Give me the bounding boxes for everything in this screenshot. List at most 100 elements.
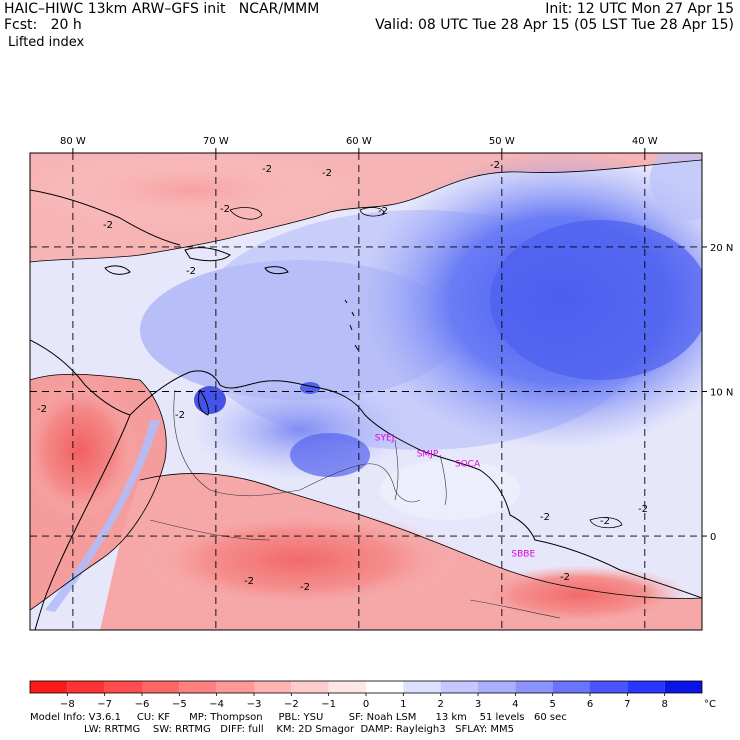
hispaniola-coast bbox=[184, 247, 231, 262]
north-pink-core bbox=[30, 153, 360, 230]
colorbar-swatch bbox=[664, 681, 702, 693]
brazil-state-border bbox=[469, 599, 561, 619]
colorbar-swatch bbox=[254, 681, 292, 693]
lon-tick-label: 40 W bbox=[632, 136, 658, 147]
cuba-coast bbox=[30, 189, 181, 246]
colombia-peru-border bbox=[149, 519, 271, 541]
colorbar-label: 6 bbox=[587, 699, 593, 710]
lat-tick-label: 20 N bbox=[710, 243, 733, 254]
contour-label: -2 bbox=[540, 512, 550, 523]
colorbar-label: 5 bbox=[549, 699, 555, 710]
colorbar-label: 4 bbox=[512, 699, 518, 710]
colorbar-label: 2 bbox=[437, 699, 443, 710]
lesser-antilles bbox=[344, 299, 359, 351]
station-label: SMJP bbox=[417, 450, 439, 460]
contour-value-labels: -2 -2 -2 -2 -2 -2 -2 -2 -2 -2 -2 -2 -2 -2 -2 bbox=[37, 160, 648, 593]
contour-lines bbox=[30, 159, 702, 611]
puerto-rico-coast bbox=[264, 266, 289, 275]
atlantic-deep-core bbox=[490, 220, 702, 380]
colorbar-swatch bbox=[515, 681, 553, 693]
colorbar-label: 7 bbox=[624, 699, 630, 710]
colorbar-label: 8 bbox=[661, 699, 667, 710]
colorbar-swatch bbox=[590, 681, 628, 693]
map-field bbox=[30, 153, 702, 630]
forecast-hour: Fcst: 20 h bbox=[4, 17, 82, 33]
colorbar-swatch bbox=[216, 681, 254, 693]
model-info-line-2: LW: RRTMG SW: RRTMG DIFF: full KM: 2D Sm… bbox=[30, 724, 515, 735]
contour-label: -2 bbox=[262, 164, 272, 175]
west-red-core bbox=[30, 380, 140, 520]
contour-south bbox=[139, 473, 702, 599]
colorbar-swatch bbox=[627, 681, 665, 693]
colorbar-swatch bbox=[478, 681, 516, 693]
field-name: Lifted index bbox=[8, 35, 85, 50]
colorbar-label: −5 bbox=[172, 699, 187, 710]
colorbar-swatch bbox=[30, 681, 68, 693]
contour-label: -2 bbox=[560, 572, 570, 583]
venezuela-brazil-border bbox=[299, 463, 421, 503]
contour-label: -2 bbox=[600, 516, 610, 527]
guyana-blue-core bbox=[290, 433, 370, 477]
lon-tick-label: 80 W bbox=[60, 136, 86, 147]
contour-label: -2 bbox=[378, 206, 388, 217]
graticule bbox=[30, 153, 702, 630]
lake-maracaibo bbox=[197, 388, 209, 416]
colorbar-label: −8 bbox=[60, 699, 75, 710]
contour-label: -2 bbox=[322, 168, 332, 179]
contour-label: -2 bbox=[244, 576, 254, 587]
colorbar-swatch bbox=[552, 681, 590, 693]
colorbar-swatch bbox=[142, 681, 180, 693]
colorbar: −8 −7 −6 −5 −4 −3 −2 −1 0 1 2 3 4 5 6 7 8 °C bbox=[29, 680, 716, 710]
colorbar-label: 0 bbox=[363, 699, 369, 710]
station-label: SYEJ bbox=[375, 434, 395, 444]
contour-label: -2 bbox=[490, 160, 500, 171]
colombia-venezuela-border bbox=[173, 389, 301, 497]
contour-label: -2 bbox=[37, 404, 47, 415]
ne-light-patch bbox=[650, 153, 702, 220]
contour-loop-2 bbox=[359, 207, 385, 217]
contour-loop-3 bbox=[589, 517, 623, 529]
central-america-coast bbox=[30, 339, 131, 416]
contour-label: -2 bbox=[103, 220, 113, 231]
lat-tick-label: 0 bbox=[710, 532, 716, 543]
colorbar-swatch bbox=[328, 681, 366, 693]
colorbar-swatch bbox=[291, 681, 329, 693]
colorbar-label: −2 bbox=[284, 699, 299, 710]
lat-tick-label: 10 N bbox=[710, 388, 733, 399]
lon-tick-label: 60 W bbox=[346, 136, 372, 147]
contour-label: -2 bbox=[300, 582, 310, 593]
lon-tick-label: 70 W bbox=[203, 136, 229, 147]
colorbar-swatch bbox=[366, 681, 404, 693]
contour-label: -2 bbox=[638, 504, 648, 515]
valid-time: Valid: 08 UTC Tue 28 Apr 15 (05 LST Tue … bbox=[375, 17, 734, 33]
model-info-line-1: Model Info: V3.6.1 CU: KF MP: Thompson P… bbox=[30, 712, 567, 723]
lon-tick-label: 50 W bbox=[489, 136, 515, 147]
station-label: SOCA bbox=[455, 460, 481, 470]
country-borders bbox=[149, 389, 561, 619]
station-label: SBBE bbox=[511, 549, 535, 559]
colorbar-label: 1 bbox=[400, 699, 406, 710]
contour-label: -2 bbox=[175, 410, 185, 421]
contour-loop-1 bbox=[229, 207, 263, 220]
colorbar-label: 3 bbox=[475, 699, 481, 710]
guianas-neutral bbox=[380, 460, 520, 520]
colorbar-label: −3 bbox=[247, 699, 262, 710]
contour-label: -2 bbox=[220, 204, 230, 215]
colorbar-unit: °C bbox=[704, 699, 716, 710]
colorbar-swatch bbox=[403, 681, 441, 693]
model-title: HAIC–HIWC 13km ARW–GFS init NCAR/MMM bbox=[4, 1, 320, 17]
guyana-suriname-border bbox=[394, 439, 399, 501]
colorbar-swatch bbox=[104, 681, 142, 693]
southeast-red-core bbox=[470, 565, 690, 625]
suriname-fg-border bbox=[439, 454, 447, 506]
latitude-labels: 20 N 10 N 0 bbox=[702, 243, 733, 543]
colorbar-label: −1 bbox=[321, 699, 336, 710]
colorbar-swatch bbox=[440, 681, 478, 693]
colorbar-swatch bbox=[179, 681, 217, 693]
contour-label: -2 bbox=[186, 266, 196, 277]
colorbar-swatch bbox=[67, 681, 105, 693]
longitude-labels: 80 W 70 W 60 W 50 W 40 W bbox=[60, 136, 658, 153]
station-markers: SYEJ SMJP SOCA SBBE bbox=[375, 434, 536, 560]
contour-west bbox=[30, 373, 167, 611]
